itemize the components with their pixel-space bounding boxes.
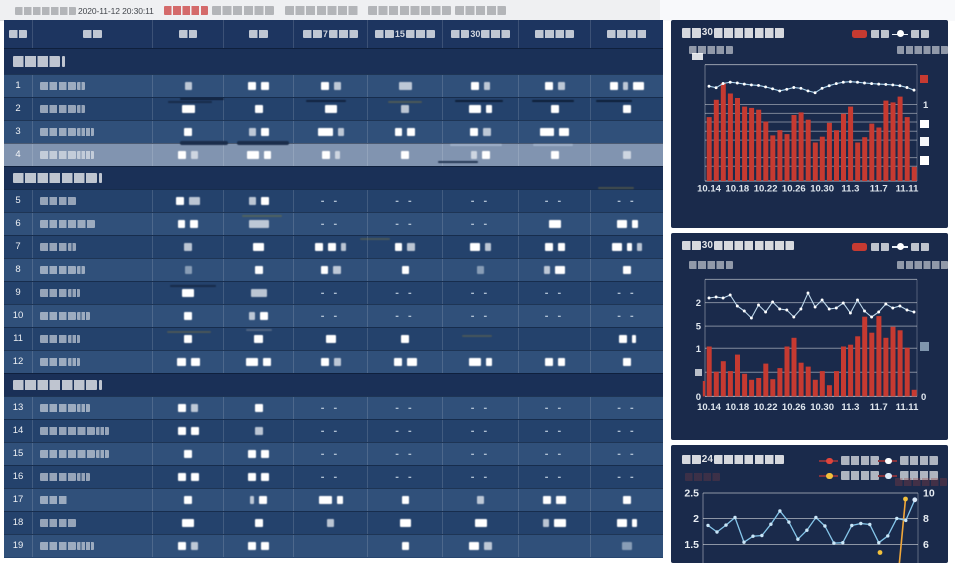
- svg-text:10.14: 10.14: [697, 184, 721, 195]
- svg-text:10.26: 10.26: [782, 184, 806, 195]
- svg-text:2: 2: [696, 298, 701, 309]
- svg-text:6: 6: [923, 539, 929, 551]
- svg-text:8: 8: [923, 513, 929, 525]
- svg-text:11.7: 11.7: [870, 402, 888, 413]
- svg-text:10.22: 10.22: [754, 402, 778, 413]
- svg-text:2.5: 2.5: [684, 487, 699, 499]
- svg-text:10.30: 10.30: [810, 402, 834, 413]
- svg-text:11.11: 11.11: [896, 184, 919, 195]
- svg-text:2: 2: [693, 513, 699, 525]
- svg-text:1: 1: [696, 343, 702, 354]
- svg-text:11.3: 11.3: [841, 402, 859, 413]
- svg-text:10.26: 10.26: [782, 402, 806, 413]
- svg-text:11.7: 11.7: [870, 184, 888, 195]
- svg-text:0: 0: [696, 392, 701, 403]
- svg-text:10.14: 10.14: [697, 402, 721, 413]
- svg-text:10.18: 10.18: [725, 402, 749, 413]
- svg-text:10.18: 10.18: [725, 184, 749, 195]
- svg-text:10.30: 10.30: [810, 184, 834, 195]
- svg-text:11.3: 11.3: [841, 184, 859, 195]
- svg-text:10.22: 10.22: [754, 184, 778, 195]
- svg-text:1: 1: [923, 100, 929, 111]
- svg-text:5: 5: [696, 321, 702, 332]
- svg-text:10: 10: [923, 487, 935, 499]
- svg-text:0: 0: [921, 392, 926, 403]
- svg-text:11.11: 11.11: [896, 402, 919, 413]
- svg-text:1.5: 1.5: [684, 539, 699, 551]
